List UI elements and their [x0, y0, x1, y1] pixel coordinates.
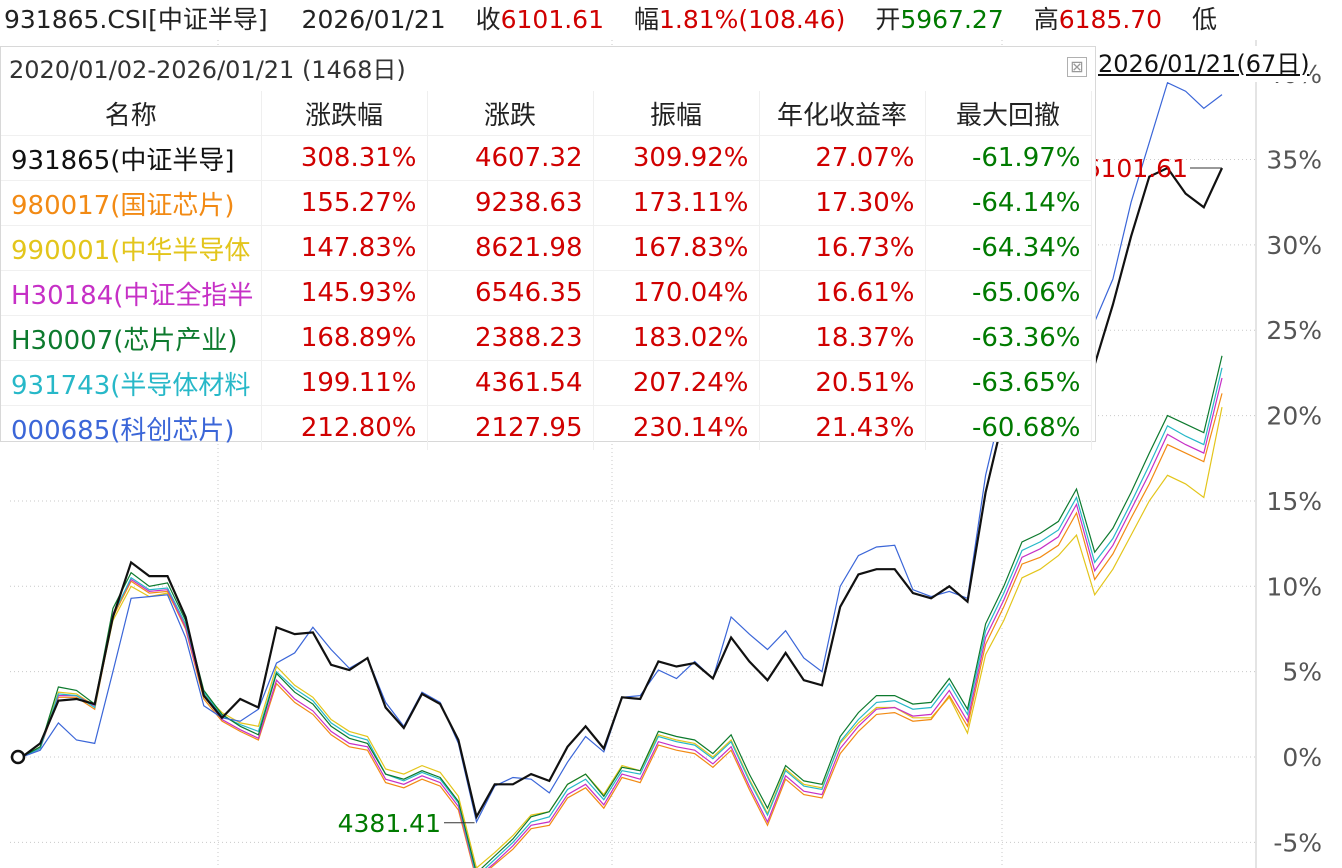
- row-name: 000685(科创芯片): [1, 405, 262, 450]
- y-axis: -5%0%5%10%15%20%25%30%35%40%: [1266, 60, 1322, 857]
- y-tick-label: 5%: [1282, 658, 1322, 687]
- y-tick-label: 20%: [1266, 402, 1322, 431]
- series-line-980017: [21, 393, 1223, 868]
- series-line-H30007: [21, 355, 1223, 868]
- row-change: 4361.54: [427, 360, 594, 406]
- header-max-drawdown-col[interactable]: 最大回撤: [925, 91, 1092, 136]
- label-layer: 6101.61 4381.41: [10, 154, 1222, 838]
- row-max-drawdown: -60.68%: [925, 405, 1092, 450]
- series-line-H30184: [21, 377, 1223, 868]
- row-change-pct: 308.31%: [261, 135, 428, 181]
- table-row[interactable]: H30007(芯片产业) 168.89% 2388.23 183.02% 18.37% -…: [1, 315, 1092, 361]
- current-price-label: 6101.61: [1085, 154, 1188, 183]
- series-line-990001: [21, 406, 1223, 868]
- header-name-col[interactable]: 名称: [1, 91, 262, 136]
- close-value: 6101.61: [500, 5, 604, 34]
- row-annualized: 21.43%: [759, 405, 926, 450]
- open-label: 开: [875, 5, 901, 34]
- row-amplitude: 309.92%: [593, 135, 760, 181]
- y-tick-label: 25%: [1266, 316, 1322, 345]
- row-max-drawdown: -64.34%: [925, 225, 1092, 271]
- start-marker-icon: [10, 749, 26, 765]
- y-tick-label: 30%: [1266, 231, 1322, 260]
- row-change: 2127.95: [427, 405, 594, 450]
- table-row[interactable]: 931865(中证半导] 308.31% 4607.32 309.92% 27.07% -…: [1, 135, 1092, 181]
- change-label: 幅: [633, 5, 659, 34]
- row-name: 980017(国证芯片): [1, 180, 262, 226]
- row-change: 9238.63: [427, 180, 594, 226]
- row-max-drawdown: -61.97%: [925, 135, 1092, 181]
- row-amplitude: 173.11%: [593, 180, 760, 226]
- table-row[interactable]: 931743(半导体材料 199.11% 4361.54 207.24% 20.51% -…: [1, 360, 1092, 406]
- row-change-pct: 147.83%: [261, 225, 428, 271]
- row-annualized: 17.30%: [759, 180, 926, 226]
- y-tick-label: 15%: [1266, 487, 1322, 516]
- row-annualized: 16.73%: [759, 225, 926, 271]
- close-icon[interactable]: ⊠: [1067, 57, 1087, 77]
- high-label: 高: [1033, 5, 1059, 34]
- row-amplitude: 183.02%: [593, 315, 760, 361]
- row-max-drawdown: -63.36%: [925, 315, 1092, 361]
- row-change: 8621.98: [427, 225, 594, 271]
- header-amplitude-col[interactable]: 振幅: [593, 91, 760, 136]
- row-annualized: 18.37%: [759, 315, 926, 361]
- stats-header-row: 名称 涨跌幅 涨跌 振幅 年化收益率 最大回撤: [1, 91, 1092, 136]
- row-name: 931865(中证半导]: [1, 135, 262, 181]
- low-price-label: 4381.41: [338, 809, 441, 838]
- header-change-pct-col[interactable]: 涨跌幅: [261, 91, 428, 136]
- row-change-pct: 155.27%: [261, 180, 428, 226]
- quote-header: 931865.CSI[中证半导] 2026/01/21 收6101.61 幅1.…: [0, 0, 1342, 40]
- stats-table: 名称 涨跌幅 涨跌 振幅 年化收益率 最大回撤 931865(中证半导] 308.31% 46…: [1, 91, 1092, 450]
- row-name: 931743(半导体材料: [1, 360, 262, 406]
- row-name: 990001(中华半导体: [1, 225, 262, 271]
- row-max-drawdown: -63.65%: [925, 360, 1092, 406]
- header-annualized-col[interactable]: 年化收益率: [759, 91, 926, 136]
- open-value: 5967.27: [900, 5, 1004, 34]
- row-amplitude: 230.14%: [593, 405, 760, 450]
- row-amplitude: 167.83%: [593, 225, 760, 271]
- table-row[interactable]: H30184(中证全指半 145.93% 6546.35 170.04% 16.61% -…: [1, 270, 1092, 316]
- row-max-drawdown: -64.14%: [925, 180, 1092, 226]
- quote-date: 2026/01/21: [301, 5, 446, 34]
- row-name: H30184(中证全指半: [1, 270, 262, 316]
- grid-layer: [10, 40, 1257, 868]
- range-stats-panel[interactable]: 2020/01/02-2026/01/21 (1468日) ⊠ 名称 涨跌幅 涨跌振…: [0, 46, 1096, 450]
- y-tick-label: 10%: [1266, 572, 1322, 601]
- y-tick-label: 35%: [1266, 146, 1322, 175]
- row-change: 2388.23: [427, 315, 594, 361]
- row-change-pct: 212.80%: [261, 405, 428, 450]
- row-annualized: 27.07%: [759, 135, 926, 181]
- row-amplitude: 170.04%: [593, 270, 760, 316]
- y-tick-label: -5%: [1273, 828, 1322, 857]
- change-value: 1.81%(108.46): [658, 5, 846, 34]
- row-change: 6546.35: [427, 270, 594, 316]
- row-change-pct: 145.93%: [261, 270, 428, 316]
- table-row[interactable]: 980017(国证芯片) 155.27% 9238.63 173.11% 17.30% -…: [1, 180, 1092, 226]
- table-row[interactable]: 990001(中华半导体 147.83% 8621.98 167.83% 16.73% -…: [1, 225, 1092, 271]
- row-name: H30007(芯片产业): [1, 315, 262, 361]
- row-change-pct: 168.89%: [261, 315, 428, 361]
- low-label: 低: [1192, 5, 1218, 34]
- row-annualized: 16.61%: [759, 270, 926, 316]
- row-change-pct: 199.11%: [261, 360, 428, 406]
- table-row[interactable]: 000685(科创芯片) 212.80% 2127.95 230.14% 21.43% -…: [1, 405, 1092, 450]
- index-code[interactable]: 931865.CSI[中证半导]: [4, 5, 268, 34]
- row-max-drawdown: -65.06%: [925, 270, 1092, 316]
- panel-title: 2020/01/02-2026/01/21 (1468日): [9, 56, 406, 84]
- row-amplitude: 207.24%: [593, 360, 760, 406]
- header-change-col[interactable]: 涨跌: [427, 91, 594, 136]
- y-tick-label: 0%: [1282, 743, 1322, 772]
- row-annualized: 20.51%: [759, 360, 926, 406]
- close-label: 收: [475, 5, 501, 34]
- row-change: 4607.32: [427, 135, 594, 181]
- high-value: 6185.70: [1058, 5, 1163, 34]
- right-date-label: 2026/01/21(67日): [1098, 46, 1310, 82]
